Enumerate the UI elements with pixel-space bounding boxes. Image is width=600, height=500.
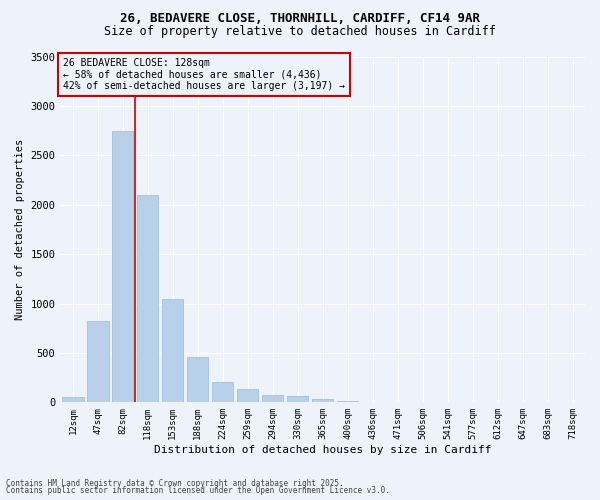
Bar <box>112 130 133 402</box>
Text: 26, BEDAVERE CLOSE, THORNHILL, CARDIFF, CF14 9AR: 26, BEDAVERE CLOSE, THORNHILL, CARDIFF, … <box>120 12 480 26</box>
Y-axis label: Number of detached properties: Number of detached properties <box>15 139 25 320</box>
Text: Contains public sector information licensed under the Open Government Licence v3: Contains public sector information licen… <box>6 486 390 495</box>
Text: 26 BEDAVERE CLOSE: 128sqm
← 58% of detached houses are smaller (4,436)
42% of se: 26 BEDAVERE CLOSE: 128sqm ← 58% of detac… <box>63 58 345 92</box>
Bar <box>62 397 83 402</box>
Bar <box>237 388 259 402</box>
Bar <box>212 382 233 402</box>
Bar <box>87 322 109 402</box>
Bar <box>262 395 283 402</box>
Bar <box>312 399 334 402</box>
Text: Contains HM Land Registry data © Crown copyright and database right 2025.: Contains HM Land Registry data © Crown c… <box>6 478 344 488</box>
Bar <box>162 298 184 403</box>
Bar <box>287 396 308 402</box>
Text: Size of property relative to detached houses in Cardiff: Size of property relative to detached ho… <box>104 25 496 38</box>
Bar <box>137 195 158 402</box>
X-axis label: Distribution of detached houses by size in Cardiff: Distribution of detached houses by size … <box>154 445 491 455</box>
Bar <box>187 357 208 403</box>
